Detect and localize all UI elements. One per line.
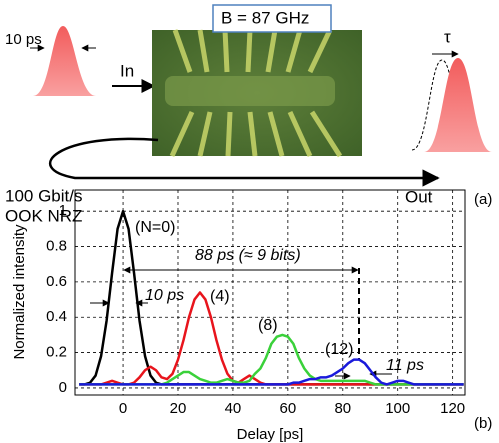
bandwidth-box — [212, 4, 332, 33]
y-tick-label: 1 — [59, 202, 67, 219]
series-label: (12) — [325, 341, 353, 358]
x-tick-label: 120 — [440, 400, 465, 417]
plot — [74, 189, 466, 396]
bitrate-label: 100 Gbit/s — [5, 186, 83, 205]
waveguide — [165, 76, 335, 106]
x-tick-label: 100 — [385, 400, 410, 417]
x-tick-label: 60 — [280, 400, 297, 417]
series-label: (N=0) — [135, 219, 175, 236]
output-pulse — [424, 58, 492, 152]
series-label: (4) — [210, 288, 230, 305]
annotation: 11 ps — [386, 357, 424, 374]
plot-frame — [74, 189, 466, 396]
annotation: 88 ps (≈ 9 bits) — [195, 247, 301, 264]
panel-label: (b) — [474, 415, 492, 432]
electrodes — [169, 28, 343, 158]
y-tick-label: 0.8 — [46, 238, 67, 255]
format-label: OOK NRZ — [5, 206, 82, 225]
y-tick-label: 0 — [59, 379, 67, 396]
diagram: 10 ps In B = 87 GHz 100 Gbit/s OOK NRZ O… — [5, 4, 492, 225]
in-label: In — [120, 61, 134, 80]
y-tick-label: 0.2 — [46, 344, 67, 361]
loop-arrow — [49, 137, 440, 187]
delay-symbol: τ — [444, 27, 451, 46]
y-axis-label: Normalized intensity — [11, 224, 28, 360]
y-tick-label: 0.4 — [46, 308, 67, 325]
x-tick-label: 80 — [334, 400, 351, 417]
bandwidth-label: B = 87 GHz — [221, 8, 309, 27]
x-tick-label: 0 — [119, 400, 127, 417]
series-label: (8) — [258, 317, 278, 334]
series-line — [79, 358, 464, 386]
pulse-width-label: 10 ps — [5, 31, 42, 48]
panel-label: (a) — [474, 191, 492, 208]
x-tick-label: 40 — [225, 400, 242, 417]
annotation: 10 ps — [145, 287, 184, 304]
y-tick-label: 0.6 — [46, 273, 67, 290]
out-label: Out — [405, 187, 433, 206]
x-tick-label: 20 — [170, 400, 187, 417]
x-axis-label: Delay [ps] — [237, 426, 304, 443]
input-pulse — [33, 26, 96, 96]
